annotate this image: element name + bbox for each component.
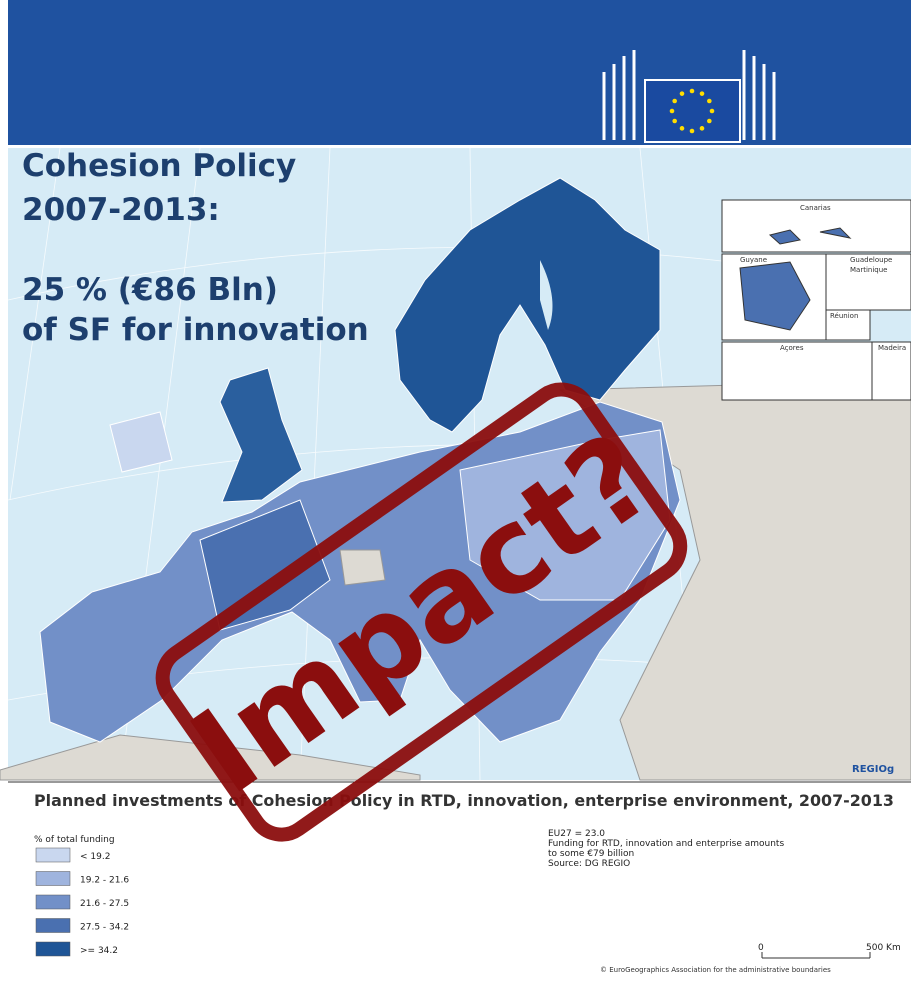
legend-swatch [36,872,70,886]
copyright: © EuroGeographics Association for the ad… [600,966,831,974]
inset-label: Guyane [740,256,767,264]
star [680,91,685,96]
star [700,91,705,96]
inset-label: Martinique [850,266,887,274]
inset-label: Réunion [830,312,858,320]
star [680,126,685,131]
headline: of SF for innovation [22,312,369,348]
note: EU27 = 23.0 [548,829,605,839]
header-band [8,0,911,145]
legend-label: < 19.2 [80,852,110,862]
legend-swatch [36,848,70,862]
star [707,99,712,104]
scale-start: 0 [758,943,764,953]
headline: Cohesion Policy [22,148,296,184]
inset-label: Canarias [800,204,831,212]
headline: 25 % (€86 Bln) [22,272,278,308]
star [672,119,677,124]
map-credit: REGIOg [852,764,894,775]
inset-label: Açores [780,344,804,352]
note: Funding for RTD, innovation and enterpri… [548,839,784,849]
star [690,89,695,94]
legend-label: 19.2 - 21.6 [80,876,129,886]
inset-label: Madeira [878,344,906,352]
legend-swatch [36,919,70,933]
star [700,126,705,131]
star [707,119,712,124]
note: to some €79 billion [548,849,634,859]
star [690,129,695,134]
note: Source: DG REGIO [548,859,630,869]
legend-label: 27.5 - 34.2 [80,923,129,933]
scale-end: 500 Km [866,943,901,953]
star [710,109,715,114]
legend-label: >= 34.2 [80,946,118,956]
legend-swatch [36,895,70,909]
star [670,109,675,114]
legend-swatch [36,942,70,956]
legend-subtitle: % of total funding [34,835,115,845]
star [672,99,677,104]
headline: 2007-2013: [22,192,220,228]
legend-title: Planned investments of Cohesion Policy i… [34,791,894,810]
legend-label: 21.6 - 27.5 [80,899,129,909]
insets [722,200,911,400]
inset-label: Guadeloupe [850,256,892,264]
slide: Canarias Guyane Guadeloupe Martinique Réunio… [0,0,911,984]
